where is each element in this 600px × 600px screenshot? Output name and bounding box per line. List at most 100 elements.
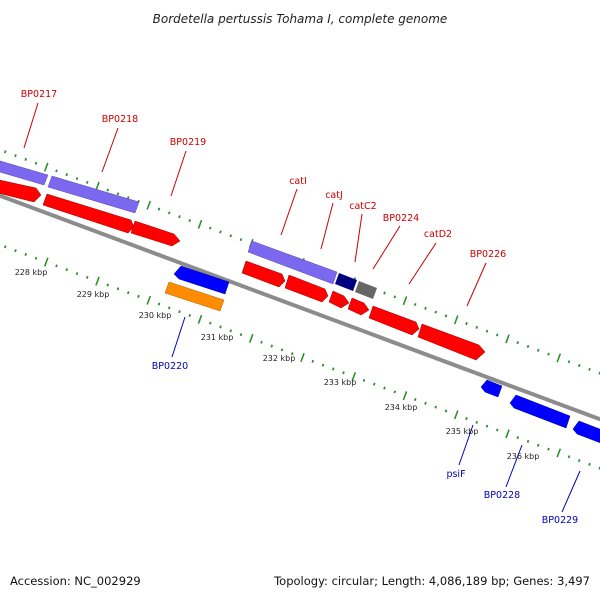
kbp-label-236: 236 kbp	[507, 452, 540, 461]
inner-minor-tick	[75, 272, 79, 276]
map-title: Bordetella pertussis Tohama I, complete …	[153, 12, 448, 26]
cds-feature-catJ[interactable]	[284, 274, 329, 303]
inner-minor-tick	[321, 363, 325, 367]
inner-minor-tick	[188, 313, 192, 318]
outer-minor-tick	[75, 177, 79, 181]
outer-major-tick	[505, 334, 510, 344]
inner-minor-tick	[547, 447, 550, 451]
feature-track	[0, 158, 600, 445]
inner-minor-tick	[588, 462, 591, 466]
inner-major-tick	[556, 448, 562, 458]
outer-minor-tick	[239, 238, 243, 242]
outer-minor-tick	[116, 192, 120, 196]
cds-feature-bp0224[interactable]	[347, 297, 370, 316]
inner-minor-tick	[229, 329, 233, 333]
outer-minor-tick	[24, 157, 28, 161]
leader-bp0228	[505, 444, 523, 488]
cds-feature-bp0219[interactable]	[130, 220, 181, 247]
outer-minor-tick	[85, 180, 89, 184]
inner-minor-tick	[362, 378, 366, 382]
leader-psiF	[458, 424, 474, 466]
inner-minor-tick	[413, 397, 417, 402]
outer-minor-tick	[55, 169, 58, 173]
outer-minor-tick	[219, 230, 222, 234]
outer-minor-tick	[106, 188, 110, 192]
inner-major-tick	[95, 276, 100, 286]
label-catC2[interactable]: catC2	[349, 201, 376, 212]
cds-feature-bp0218[interactable]	[42, 193, 135, 234]
genome-summary-text: Topology: circular; Length: 4,086,189 bp…	[273, 574, 590, 588]
inner-minor-tick	[342, 371, 345, 375]
outer-major-tick	[197, 219, 203, 229]
inner-minor-tick	[567, 455, 571, 459]
outer-major-tick	[453, 315, 459, 325]
label-psiF[interactable]: psiF	[446, 469, 465, 480]
accession-text: Accession: NC_002929	[10, 574, 141, 588]
cds-feature-bp0229[interactable]	[572, 420, 600, 445]
backbone-line	[0, 193, 600, 422]
kbp-labels: 228 kbp 229 kbp 230 kbp 231 kbp 232 kbp …	[15, 268, 540, 461]
inner-minor-tick	[465, 417, 468, 421]
outer-minor-tick	[495, 333, 499, 337]
gene-feature-bp0218[interactable]	[47, 175, 140, 214]
cds-feature-bp0228[interactable]	[509, 394, 571, 429]
inner-minor-tick	[372, 382, 376, 386]
cds-feature-bp0220[interactable]	[173, 265, 230, 295]
inner-minor-tick	[260, 340, 263, 344]
inner-minor-tick	[311, 359, 315, 363]
gene-feature-catC2[interactable]	[355, 281, 377, 299]
gene-feature-catI[interactable]	[247, 240, 338, 285]
kbp-label-232: 232 kbp	[263, 354, 296, 363]
cds-feature-catI[interactable]	[241, 260, 286, 288]
inner-minor-tick	[516, 436, 520, 440]
inner-minor-tick	[536, 443, 540, 447]
leader-bp0224	[372, 225, 401, 270]
leader-bp0229	[561, 470, 581, 513]
cds-feature-psiF[interactable]	[480, 379, 503, 398]
label-bp0217[interactable]: BP0217	[21, 89, 57, 100]
inner-minor-tick	[126, 291, 130, 295]
label-catI[interactable]: catI	[289, 176, 307, 187]
outer-minor-tick	[393, 295, 397, 299]
cds-feature-bp0217[interactable]	[0, 178, 42, 203]
misc-feature-bp0220[interactable]	[164, 281, 225, 312]
outer-minor-tick	[65, 173, 69, 177]
label-bp0218[interactable]: BP0218	[102, 114, 138, 125]
inner-minor-tick	[178, 310, 181, 314]
cds-feature-bp0226[interactable]	[417, 323, 486, 361]
gene-feature-bp0217[interactable]	[0, 158, 49, 186]
inner-major-tick	[43, 257, 49, 267]
outer-minor-tick	[577, 364, 581, 368]
outer-major-tick	[146, 200, 152, 210]
cds-feature-catD2[interactable]	[368, 305, 420, 336]
label-bp0219[interactable]: BP0219	[170, 137, 206, 148]
inner-major-tick	[351, 372, 357, 382]
inner-minor-tick	[219, 325, 222, 329]
outer-minor-tick	[434, 310, 438, 314]
gene-feature-catJ[interactable]	[335, 273, 357, 291]
inner-major-tick	[248, 333, 254, 343]
outer-major-tick	[556, 353, 562, 363]
outer-minor-tick	[588, 367, 591, 371]
outer-minor-tick	[126, 196, 130, 200]
inner-minor-tick	[208, 321, 212, 325]
inner-minor-tick	[577, 459, 581, 463]
label-catD2[interactable]: catD2	[424, 229, 452, 240]
inner-minor-tick	[65, 268, 69, 272]
outer-minor-tick	[14, 154, 17, 158]
kbp-label-228: 228 kbp	[15, 268, 48, 277]
label-bp0220[interactable]: BP0220	[152, 361, 188, 372]
outer-minor-tick	[178, 215, 181, 219]
label-catJ[interactable]: catJ	[325, 190, 343, 201]
leader-bp0226	[466, 262, 487, 307]
label-bp0226[interactable]: BP0226	[470, 249, 506, 260]
leader-catJ	[320, 202, 334, 250]
inner-minor-tick	[444, 409, 448, 413]
label-bp0229[interactable]: BP0229	[542, 515, 578, 526]
inner-minor-tick	[290, 352, 294, 356]
outer-minor-tick	[157, 207, 161, 211]
cds-feature-catC2[interactable]	[328, 290, 350, 309]
label-bp0224[interactable]: BP0224	[383, 213, 419, 224]
outer-minor-tick	[383, 291, 386, 295]
label-bp0228[interactable]: BP0228	[484, 490, 520, 501]
